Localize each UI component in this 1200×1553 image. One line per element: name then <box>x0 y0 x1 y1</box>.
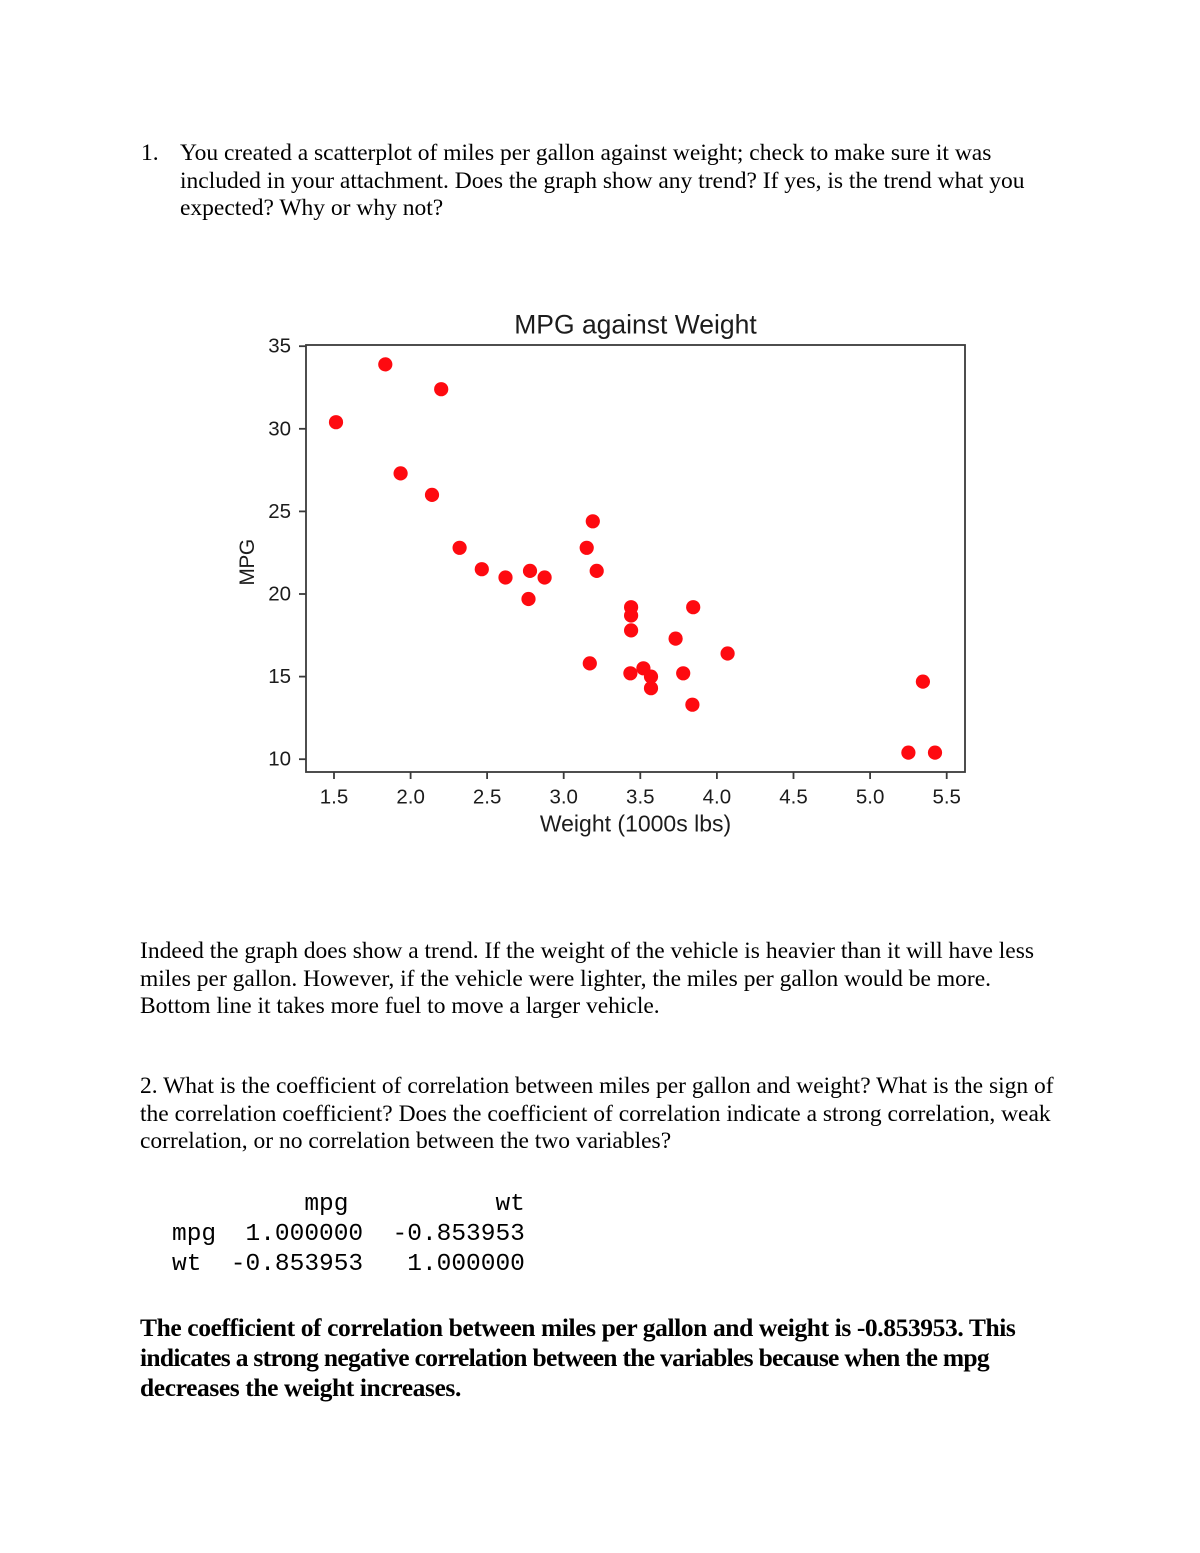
svg-text:2.5: 2.5 <box>473 786 502 809</box>
svg-text:Weight (1000s lbs): Weight (1000s lbs) <box>540 811 731 837</box>
svg-text:15: 15 <box>268 665 291 688</box>
svg-text:5.5: 5.5 <box>932 786 961 809</box>
svg-text:20: 20 <box>268 583 291 606</box>
svg-text:3.5: 3.5 <box>626 786 655 809</box>
svg-text:4.0: 4.0 <box>703 786 732 809</box>
svg-text:10: 10 <box>268 748 291 771</box>
svg-text:5.0: 5.0 <box>856 786 885 809</box>
svg-text:4.5: 4.5 <box>779 786 808 809</box>
svg-text:25: 25 <box>268 500 291 523</box>
svg-text:MPG against Weight: MPG against Weight <box>514 310 757 340</box>
svg-text:30: 30 <box>268 417 291 440</box>
svg-text:2.0: 2.0 <box>396 786 425 809</box>
svg-text:MPG: MPG <box>236 539 259 585</box>
svg-text:3.0: 3.0 <box>549 786 578 809</box>
svg-text:35: 35 <box>268 335 291 358</box>
svg-text:1.5: 1.5 <box>320 786 349 809</box>
